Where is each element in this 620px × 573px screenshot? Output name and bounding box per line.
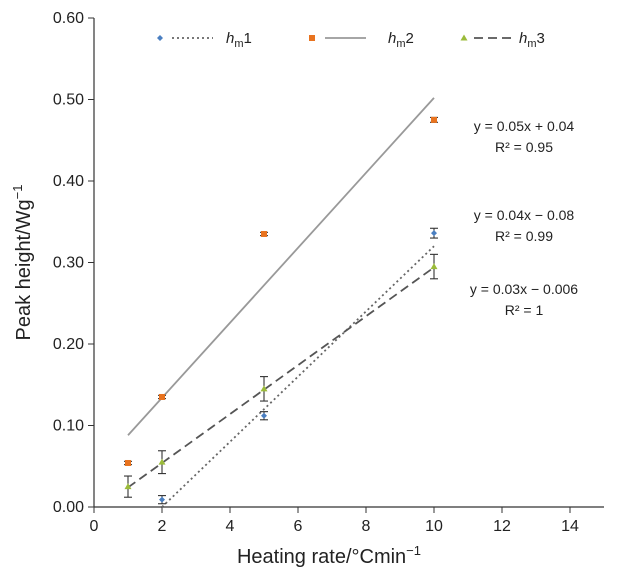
legend-label-series-1: hm1 [226, 30, 252, 50]
y-tick-label: 0.40 [53, 173, 84, 190]
data-point-series-2 [431, 116, 437, 123]
data-point-series-3 [430, 263, 438, 270]
y-axis-title: Peak height/Wg−1 [10, 184, 35, 340]
legend-label-series-3: hm3 [519, 30, 545, 50]
equation-series-3: y = 0.03x − 0.006 [470, 281, 578, 297]
data-point-series-2 [125, 459, 131, 466]
x-tick-label: 14 [561, 518, 579, 535]
legend: hm1 hm2 hm3 [157, 30, 545, 50]
data-point-series-3 [158, 458, 166, 465]
data-point-series-3 [124, 483, 132, 490]
equation-annotations: y = 0.04x − 0.08 R² = 0.99 y = 0.05x + 0.0… [470, 118, 578, 318]
x-tick-label: 6 [294, 518, 303, 535]
axes: 0 2 4 6 8 10 12 14 0.00 0.10 0.20 0.30 0.40 0.50 0.60 [53, 10, 604, 535]
x-tick-label: 10 [425, 518, 443, 535]
y-tick-label: 0.50 [53, 92, 84, 109]
legend-marker-series-2 [309, 35, 315, 41]
axis-titles: Heating rate/°Cmin−1 Peak height/Wg−1 [10, 184, 421, 568]
data-points [124, 116, 438, 503]
x-tick-label: 12 [493, 518, 511, 535]
x-tick-label: 0 [90, 518, 99, 535]
error-bars [124, 116, 438, 505]
x-tick-label: 8 [362, 518, 371, 535]
equation-series-2: y = 0.05x + 0.04 [474, 118, 575, 134]
r-squared-series-2: R² = 0.95 [495, 139, 553, 155]
x-tick-label: 2 [158, 518, 167, 535]
r-squared-series-1: R² = 0.99 [495, 228, 553, 244]
legend-label-series-2: hm2 [388, 30, 414, 50]
x-axis-title: Heating rate/°Cmin−1 [237, 543, 421, 568]
fit-lines [127, 97, 435, 508]
fit-line-series-1 [161, 245, 435, 508]
data-point-series-2 [159, 393, 165, 400]
y-tick-label: 0.60 [53, 10, 84, 27]
data-point-series-1 [159, 496, 165, 503]
data-point-series-3 [260, 385, 268, 392]
fit-line-series-2 [127, 97, 435, 436]
y-tick-label: 0.10 [53, 418, 84, 435]
y-tick-label: 0.30 [53, 255, 84, 272]
legend-marker-series-3 [460, 34, 468, 41]
y-tick-label: 0.00 [53, 499, 84, 516]
fit-line-series-3 [127, 266, 435, 489]
equation-series-1: y = 0.04x − 0.08 [474, 207, 575, 223]
data-point-series-2 [261, 230, 267, 237]
data-point-series-1 [261, 412, 267, 419]
data-point-series-1 [431, 230, 437, 237]
legend-marker-series-1 [157, 35, 163, 41]
x-tick-label: 4 [226, 518, 235, 535]
r-squared-series-3: R² = 1 [505, 302, 544, 318]
y-tick-label: 0.20 [53, 336, 84, 353]
